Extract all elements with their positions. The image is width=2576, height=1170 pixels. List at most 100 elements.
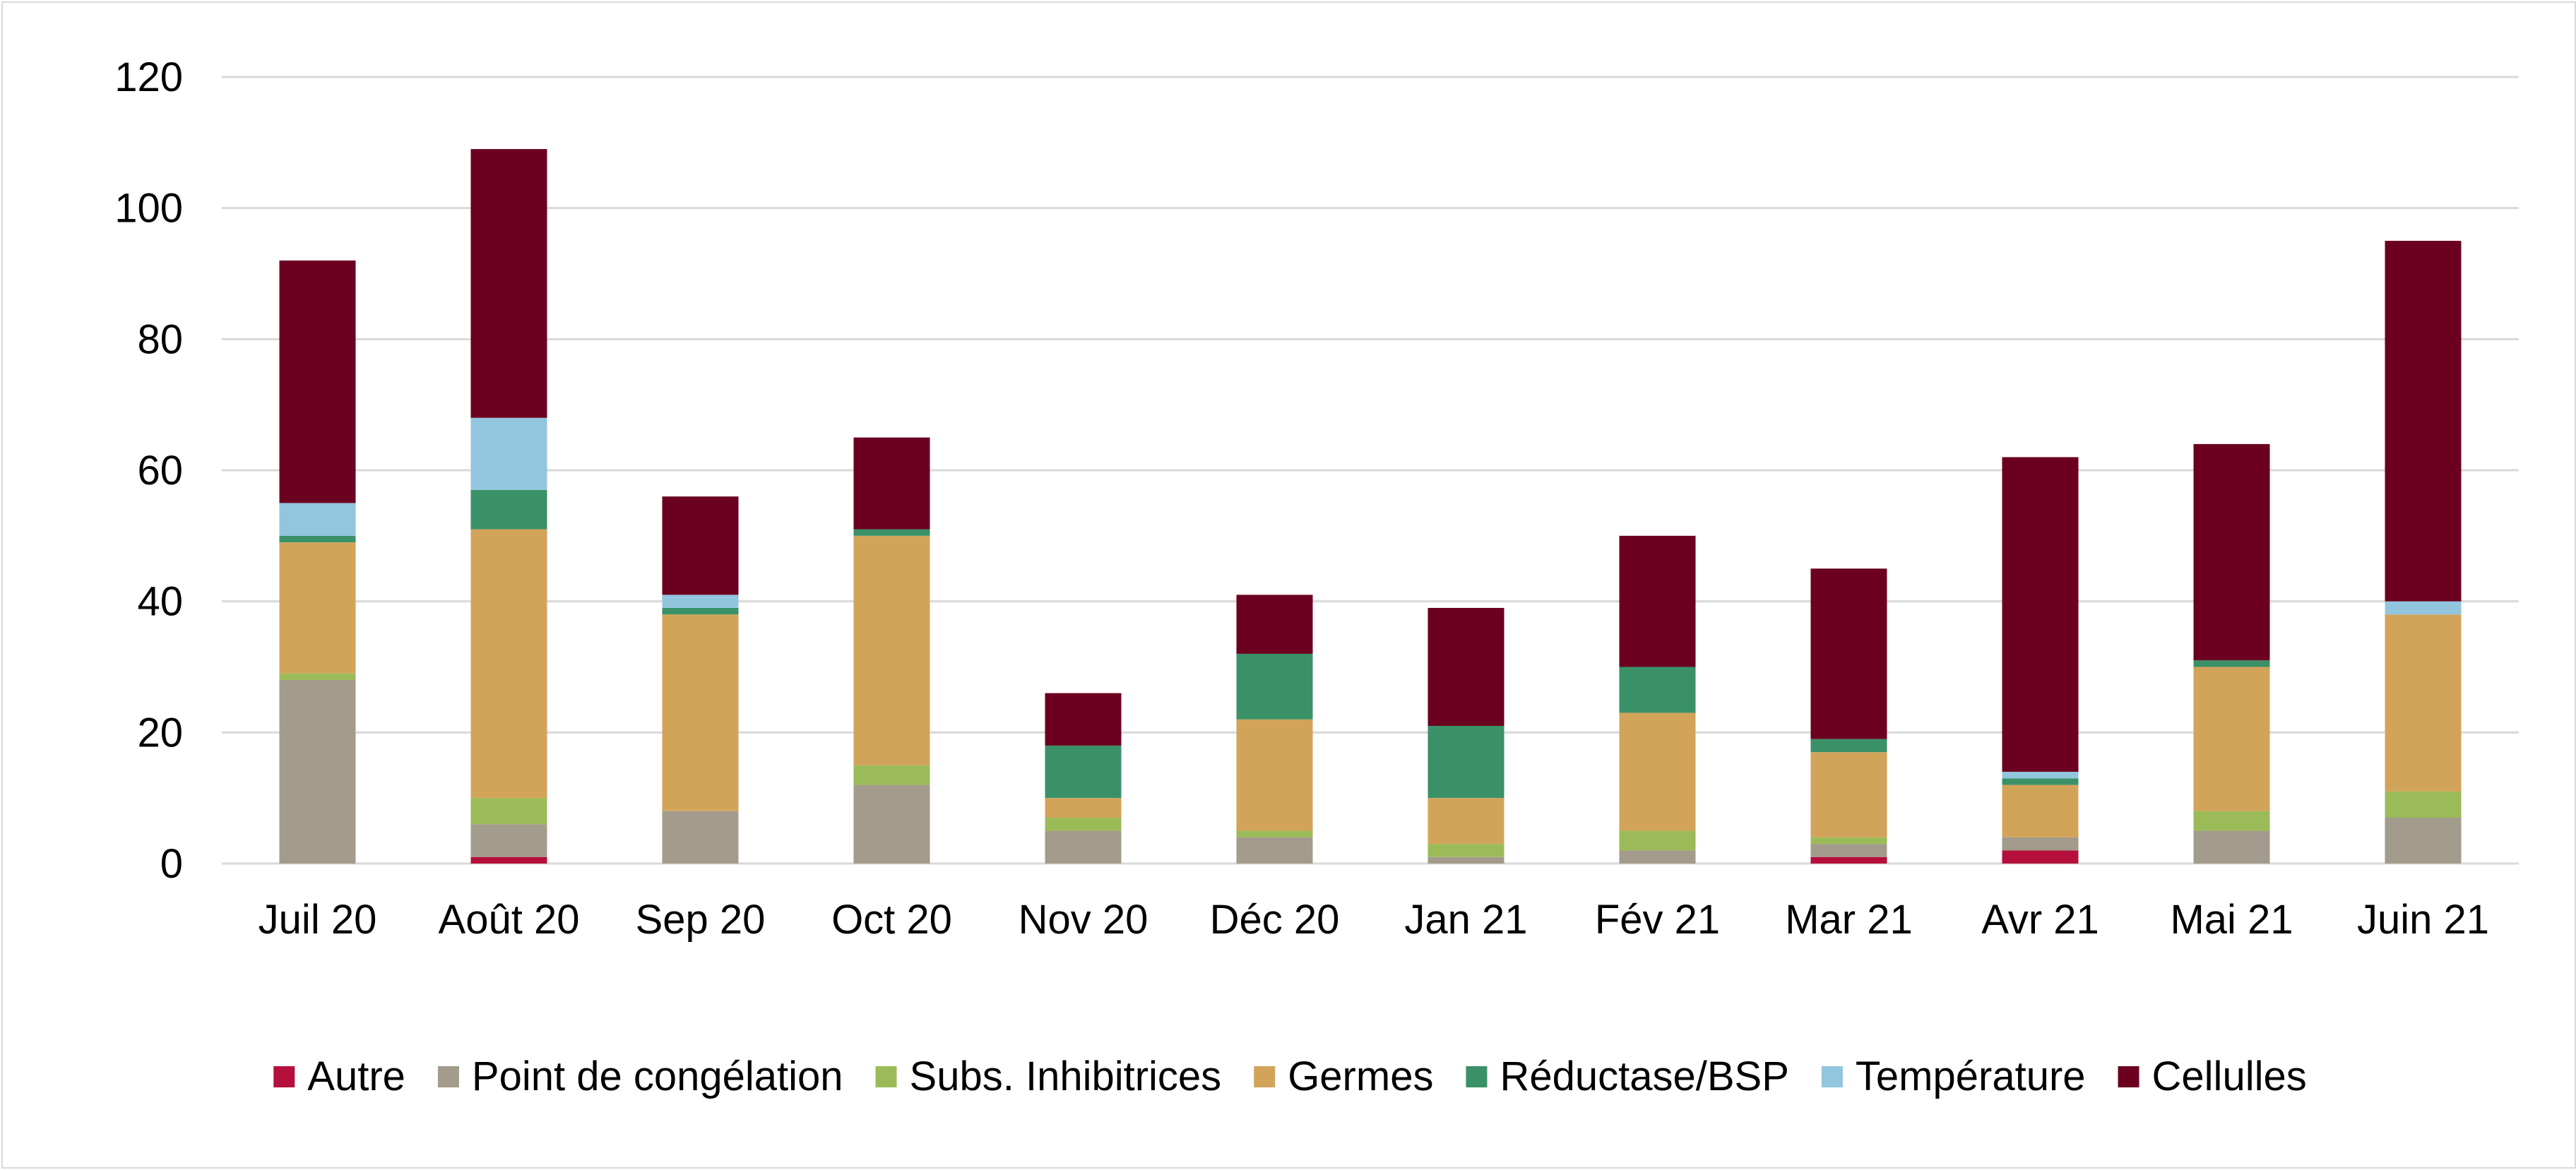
x-tick-label: Fév 21: [1595, 897, 1720, 943]
bar-segment: [2385, 241, 2462, 602]
bar-segment: [279, 535, 356, 543]
legend-label: Cellulles: [2152, 1053, 2307, 1099]
bar-segment: [1810, 752, 1887, 837]
bar-segment: [2002, 778, 2079, 785]
bar-segment: [2002, 784, 2079, 837]
legend: Autre Point de congélation Subs. Inhibitri…: [273, 1053, 2307, 1099]
bar-segment: [2002, 772, 2079, 779]
bar-segment: [1045, 798, 1122, 818]
legend-swatch: [273, 1066, 295, 1087]
bar-segment: [1428, 798, 1504, 844]
legend-label: Point de congélation: [472, 1053, 843, 1099]
bar-segment: [1236, 595, 1313, 654]
y-tick-label: 80: [137, 316, 183, 362]
bars: [279, 149, 2462, 864]
bar-segment: [470, 417, 547, 490]
x-tick-label: Sep 20: [636, 897, 766, 943]
bar-segment: [2193, 811, 2270, 831]
bar-segment: [1236, 653, 1313, 720]
bar-segment: [1236, 837, 1313, 864]
legend-item: Température: [1821, 1053, 2086, 1099]
x-tick-label: Juil 20: [259, 897, 377, 943]
gridlines: [222, 76, 2519, 865]
x-tick-label: Mai 21: [2170, 897, 2293, 943]
legend-item: Cellulles: [2118, 1053, 2307, 1099]
legend-item: Germes: [1254, 1053, 1433, 1099]
legend-item: Point de congélation: [437, 1053, 843, 1099]
legend-label: Température: [1856, 1053, 2086, 1099]
bar-segment: [1619, 850, 1696, 864]
bar-segment: [1810, 568, 1887, 739]
bar-segment: [2193, 830, 2270, 864]
bar-segment: [279, 673, 356, 681]
bar-segment: [1236, 719, 1313, 831]
bar-segment: [853, 535, 930, 765]
bar-segment: [853, 765, 930, 785]
bar-segment: [2193, 443, 2270, 661]
bar-segment: [1810, 837, 1887, 844]
legend-item: Réductase/BSP: [1466, 1053, 1789, 1099]
bar-segment: [279, 542, 356, 674]
y-tick-label: 20: [137, 710, 183, 756]
legend-swatch: [437, 1066, 459, 1087]
x-tick-label: Mar 21: [1785, 897, 1913, 943]
bar-segment: [470, 856, 547, 864]
bar-segment: [2385, 614, 2462, 792]
bar-segment: [1619, 535, 1696, 667]
bar-segment: [470, 529, 547, 799]
stacked-bar-chart: 0 20 40 60 80 100 120 Juil 20 Août 20 Sep 20 Oct …: [114, 54, 2519, 1099]
bar-segment: [2002, 457, 2079, 772]
legend-swatch: [875, 1066, 897, 1087]
bar-segment: [1045, 818, 1122, 831]
bar-segment: [1045, 830, 1122, 864]
bar-segment: [279, 680, 356, 864]
y-tick-label: 100: [114, 186, 183, 232]
bar-segment: [2385, 601, 2462, 615]
legend-swatch: [1254, 1066, 1276, 1087]
x-axis-ticks: Juil 20 Août 20 Sep 20 Oct 20 Nov 20 Déc 20 Ja…: [259, 897, 2489, 943]
legend-item: Autre: [273, 1053, 405, 1099]
x-tick-label: Déc 20: [1210, 897, 1340, 943]
bar-segment: [662, 614, 739, 811]
bar-segment: [2193, 667, 2270, 811]
y-axis-ticks: 0 20 40 60 80 100 120: [114, 54, 183, 887]
bar-segment: [1428, 607, 1504, 727]
bar-segment: [470, 489, 547, 530]
bar-segment: [2002, 837, 2079, 851]
bar-segment: [1810, 739, 1887, 753]
bar-segment: [470, 798, 547, 825]
y-tick-label: 0: [160, 841, 183, 887]
bar-segment: [853, 437, 930, 530]
bar-segment: [1619, 712, 1696, 831]
bar-segment: [853, 529, 930, 536]
bar-segment: [2002, 850, 2079, 864]
bar-segment: [662, 496, 739, 595]
y-tick-label: 60: [137, 448, 183, 494]
y-tick-label: 40: [137, 579, 183, 625]
bar-segment: [1045, 745, 1122, 799]
x-tick-label: Août 20: [439, 897, 580, 943]
bar-segment: [1428, 726, 1504, 799]
bar-segment: [279, 260, 356, 503]
x-tick-label: Nov 20: [1019, 897, 1148, 943]
bar-segment: [2193, 660, 2270, 667]
bar-segment: [1236, 830, 1313, 837]
bar-segment: [662, 811, 739, 864]
bar-segment: [1810, 844, 1887, 857]
x-tick-label: Oct 20: [831, 897, 952, 943]
x-tick-label: Jan 21: [1404, 897, 1527, 943]
bar-segment: [470, 824, 547, 857]
bar-segment: [1810, 856, 1887, 864]
bar-segment: [2385, 791, 2462, 818]
bar-segment: [2385, 818, 2462, 864]
bar-segment: [1428, 844, 1504, 857]
bar-segment: [662, 595, 739, 608]
legend-label: Subs. Inhibitrices: [910, 1053, 1222, 1099]
legend-label: Germes: [1288, 1053, 1433, 1099]
bar-segment: [1045, 693, 1122, 746]
bar-segment: [279, 503, 356, 536]
bar-segment: [853, 784, 930, 864]
legend-label: Réductase/BSP: [1500, 1053, 1788, 1099]
legend-swatch: [1821, 1066, 1843, 1087]
